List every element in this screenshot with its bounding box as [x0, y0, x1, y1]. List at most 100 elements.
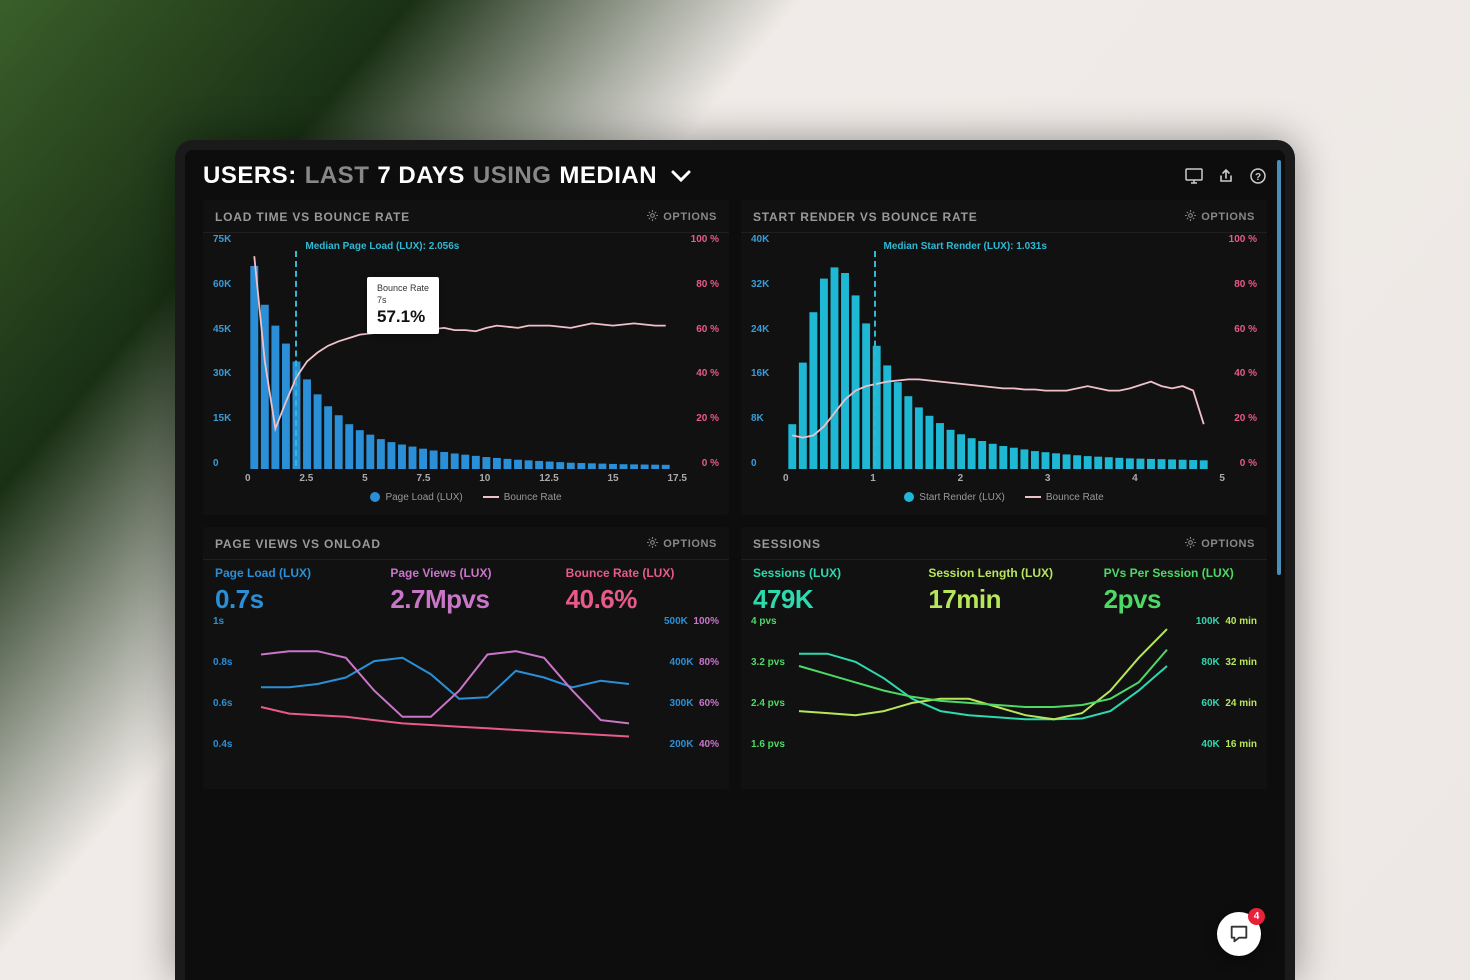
bar[interactable] — [1168, 459, 1176, 469]
bar[interactable] — [862, 323, 870, 469]
bar[interactable] — [915, 407, 923, 469]
bar[interactable] — [1084, 456, 1092, 469]
bar[interactable] — [282, 344, 290, 469]
chat-widget[interactable]: 4 — [1217, 912, 1261, 956]
bar[interactable] — [651, 465, 659, 469]
options-button[interactable]: OPTIONS — [647, 210, 717, 224]
bar[interactable] — [556, 462, 564, 469]
bar[interactable] — [514, 460, 522, 469]
legend: Page Load (LUX) Bounce Rate — [215, 484, 717, 507]
metric-label: Page Views (LUX) — [390, 566, 541, 580]
bar[interactable] — [1126, 458, 1134, 469]
bar[interactable] — [641, 465, 649, 469]
options-button[interactable]: OPTIONS — [647, 537, 717, 551]
chat-badge: 4 — [1248, 908, 1265, 925]
bar[interactable] — [989, 444, 997, 469]
bar[interactable] — [577, 463, 585, 469]
options-button[interactable]: OPTIONS — [1185, 210, 1255, 224]
bar[interactable] — [1063, 454, 1071, 469]
y-left-tick: 3.2 pvs — [751, 657, 785, 668]
bar[interactable] — [377, 439, 385, 469]
bar[interactable] — [1136, 459, 1144, 469]
bar[interactable] — [567, 463, 575, 469]
bar[interactable] — [1189, 460, 1197, 469]
bar[interactable] — [535, 461, 543, 469]
bar[interactable] — [1094, 457, 1102, 469]
bar[interactable] — [271, 326, 279, 469]
bar[interactable] — [1200, 460, 1208, 469]
share-icon[interactable] — [1217, 167, 1235, 185]
bar[interactable] — [546, 462, 554, 469]
bar[interactable] — [1020, 449, 1028, 469]
bar[interactable] — [430, 450, 438, 469]
bar[interactable] — [588, 463, 596, 469]
bar[interactable] — [852, 295, 860, 469]
bar[interactable] — [662, 465, 670, 469]
help-icon[interactable]: ? — [1249, 167, 1267, 185]
bar[interactable] — [630, 464, 638, 469]
bar[interactable] — [451, 453, 459, 469]
metric: Page Load (LUX) 0.7s — [203, 560, 378, 615]
bar[interactable] — [314, 394, 322, 469]
chart-load-time: 75K60K45K30K15K0100 %80 %60 %40 %20 %0 %… — [203, 233, 729, 515]
bar[interactable] — [366, 435, 374, 469]
bar[interactable] — [356, 430, 364, 469]
bar[interactable] — [620, 464, 628, 469]
bar[interactable] — [1105, 457, 1113, 469]
bar[interactable] — [1179, 460, 1187, 469]
bar[interactable] — [419, 449, 427, 469]
bar[interactable] — [303, 379, 311, 469]
bar[interactable] — [345, 424, 353, 469]
metric-value: 2.7Mpvs — [390, 584, 541, 615]
bar[interactable] — [409, 447, 417, 469]
bar[interactable] — [398, 445, 406, 469]
bar[interactable] — [472, 456, 480, 469]
bar[interactable] — [335, 415, 343, 469]
bar[interactable] — [482, 457, 490, 469]
bar[interactable] — [1073, 455, 1081, 469]
chart-sessions: 4 pvs3.2 pvs2.4 pvs1.6 pvs100K 40 min80K… — [741, 615, 1267, 789]
bar[interactable] — [1052, 453, 1060, 469]
bar[interactable] — [598, 464, 606, 469]
metric-label: PVs Per Session (LUX) — [1104, 566, 1255, 580]
bar[interactable] — [809, 312, 817, 469]
bar[interactable] — [440, 452, 448, 469]
bar[interactable] — [831, 267, 839, 469]
chevron-down-icon — [671, 162, 691, 190]
bar[interactable] — [788, 424, 796, 469]
bar[interactable] — [936, 423, 944, 469]
bar[interactable] — [841, 273, 849, 469]
legend-item: Page Load (LUX) — [370, 492, 462, 503]
options-button[interactable]: OPTIONS — [1185, 537, 1255, 551]
monitor-icon[interactable] — [1185, 167, 1203, 185]
bar[interactable] — [1010, 448, 1018, 469]
bar[interactable] — [968, 438, 976, 469]
bar[interactable] — [250, 266, 258, 469]
panel-sessions: SESSIONS OPTIONS Sessions (LUX) 479K Ses… — [741, 527, 1267, 789]
bar[interactable] — [957, 434, 965, 469]
bar[interactable] — [324, 406, 332, 469]
bar[interactable] — [820, 279, 828, 469]
bar[interactable] — [978, 441, 986, 469]
bar[interactable] — [525, 460, 533, 469]
bar[interactable] — [1147, 459, 1155, 469]
bar[interactable] — [894, 382, 902, 469]
bar[interactable] — [1031, 451, 1039, 469]
bar[interactable] — [461, 455, 469, 469]
y-left-tick: 15K — [213, 413, 231, 424]
bar[interactable] — [1158, 459, 1166, 469]
bar[interactable] — [799, 363, 807, 469]
bar[interactable] — [1115, 458, 1123, 469]
bar[interactable] — [904, 396, 912, 469]
bar[interactable] — [925, 416, 933, 469]
page-title-dropdown[interactable]: USERS: LAST 7 DAYS USING MEDIAN — [203, 162, 691, 190]
bar[interactable] — [504, 459, 512, 469]
bar[interactable] — [609, 464, 617, 469]
bar[interactable] — [947, 430, 955, 469]
bar[interactable] — [1042, 452, 1050, 469]
bar[interactable] — [387, 442, 395, 469]
bar[interactable] — [999, 446, 1007, 469]
y-left-tick: 75K — [213, 234, 231, 245]
bar[interactable] — [493, 458, 501, 469]
scrollbar[interactable] — [1277, 160, 1281, 575]
